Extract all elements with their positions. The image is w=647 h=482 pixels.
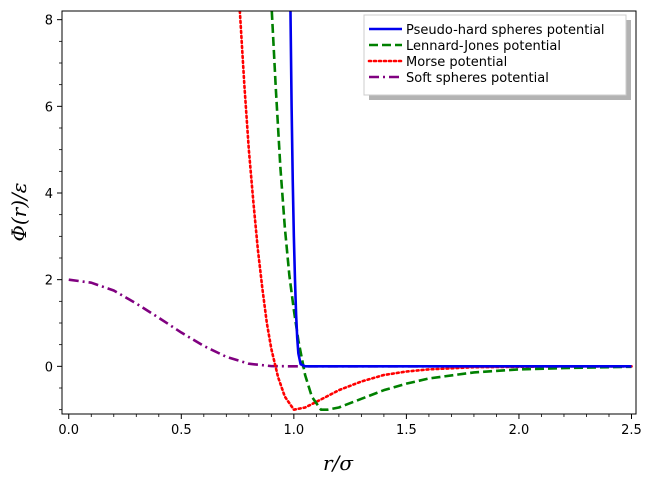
x-tick-label: 0.0 bbox=[58, 423, 79, 438]
y-tick-label: 0 bbox=[45, 360, 53, 375]
x-tick-label: 2.5 bbox=[621, 423, 642, 438]
legend-label-morse-potential: Morse potential bbox=[406, 55, 507, 70]
y-tick-label: 2 bbox=[45, 274, 53, 289]
legend-entries: Pseudo-hard spheres potentialLennard-Jon… bbox=[367, 23, 605, 86]
legend-label-pseudo-hard-spheres-potential: Pseudo-hard spheres potential bbox=[406, 23, 605, 38]
y-tick-label: 8 bbox=[45, 14, 53, 29]
y-tick-label: 4 bbox=[45, 187, 53, 202]
legend-box bbox=[363, 14, 627, 96]
series-line-pseudo-hard-spheres-potential bbox=[289, 11, 632, 368]
series-line-morse-potential bbox=[238, 11, 633, 411]
x-tick-label: 2.0 bbox=[509, 423, 530, 438]
series-line-lennard-jones-potential bbox=[270, 11, 632, 411]
x-tick-label: 1.5 bbox=[396, 423, 417, 438]
plot-frame bbox=[61, 10, 637, 415]
ticks-layer: 0.0 0.5 1.0 1.5 2.0 2.5 0 2 4 6 8 bbox=[45, 14, 642, 438]
x-tick-label: 1.0 bbox=[284, 423, 305, 438]
y-tick-label: 6 bbox=[45, 100, 53, 115]
legend-label-lennard-jones-potential: Lennard-Jones potential bbox=[406, 39, 561, 54]
x-axis-label: r/σ bbox=[323, 451, 354, 475]
y-axis-label: Φ(r)/ε bbox=[7, 182, 31, 241]
x-tick-label: 0.5 bbox=[171, 423, 192, 438]
legend: Pseudo-hard spheres potentialLennard-Jon… bbox=[363, 14, 631, 100]
legend-label-soft-spheres-potential: Soft spheres potential bbox=[406, 71, 549, 86]
series-layer bbox=[68, 11, 633, 411]
